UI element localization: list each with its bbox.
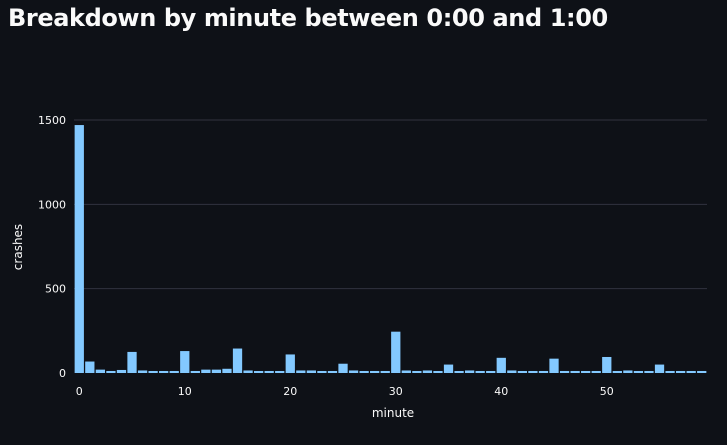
bar[interactable] <box>159 370 169 373</box>
y-tick-label: 0 <box>59 367 66 380</box>
bar[interactable] <box>253 370 264 373</box>
bar[interactable] <box>570 370 580 373</box>
bar[interactable] <box>370 370 380 373</box>
bar[interactable] <box>306 370 317 373</box>
y-gridlines <box>74 119 707 290</box>
bar[interactable] <box>475 370 485 373</box>
bar[interactable] <box>644 370 654 373</box>
bars <box>74 125 707 373</box>
bar[interactable] <box>602 356 612 373</box>
bar[interactable] <box>612 370 622 373</box>
bar[interactable] <box>486 370 496 373</box>
bar[interactable] <box>380 370 390 373</box>
bar[interactable] <box>180 351 190 373</box>
y-axis-ticks: 0 500 1000 1500 <box>38 114 66 380</box>
bar[interactable] <box>538 370 549 373</box>
bar[interactable] <box>697 370 707 373</box>
bar[interactable] <box>412 370 422 373</box>
bar[interactable] <box>507 370 517 373</box>
bar[interactable] <box>633 370 644 373</box>
bar[interactable] <box>190 370 200 373</box>
x-tick-label: 10 <box>178 385 192 398</box>
bar[interactable] <box>675 370 686 373</box>
x-tick-label: 0 <box>76 385 83 398</box>
bar[interactable] <box>549 358 559 373</box>
x-tick-label: 30 <box>389 385 403 398</box>
x-axis-ticks: 0 10 20 30 40 50 <box>76 385 614 398</box>
bar[interactable] <box>327 370 338 373</box>
bar[interactable] <box>517 370 528 373</box>
bar[interactable] <box>137 370 148 373</box>
bar[interactable] <box>359 370 369 373</box>
bar[interactable] <box>243 370 253 373</box>
x-tick-label: 50 <box>600 385 614 398</box>
bar[interactable] <box>422 370 433 373</box>
y-tick-label: 1500 <box>38 114 66 127</box>
bar[interactable] <box>348 370 359 373</box>
x-axis-title: minute <box>372 406 414 420</box>
bar[interactable] <box>232 348 243 373</box>
bar[interactable] <box>222 368 232 373</box>
bar[interactable] <box>285 354 295 373</box>
bar[interactable] <box>443 364 454 373</box>
bar[interactable] <box>201 369 211 373</box>
bar[interactable] <box>264 370 274 373</box>
bar[interactable] <box>127 351 137 373</box>
y-axis-title: crashes <box>11 224 25 270</box>
bar[interactable] <box>654 364 665 373</box>
bar[interactable] <box>95 369 106 373</box>
bar[interactable] <box>148 370 158 373</box>
bar[interactable] <box>211 369 222 373</box>
x-tick-label: 40 <box>494 385 508 398</box>
bar[interactable] <box>686 370 696 373</box>
bar[interactable] <box>391 331 401 373</box>
x-tick-label: 20 <box>283 385 297 398</box>
bar[interactable] <box>106 370 116 373</box>
bar[interactable] <box>623 370 633 373</box>
bar[interactable] <box>275 370 285 373</box>
page-title: Breakdown by minute between 0:00 and 1:0… <box>8 4 608 32</box>
bar[interactable] <box>85 361 95 373</box>
bar[interactable] <box>581 370 591 373</box>
bar[interactable] <box>116 369 127 373</box>
y-tick-label: 1000 <box>38 198 66 211</box>
bar[interactable] <box>433 370 443 373</box>
bar[interactable] <box>559 370 570 373</box>
bar[interactable] <box>317 370 327 373</box>
bar[interactable] <box>496 357 506 373</box>
bar[interactable] <box>665 370 675 373</box>
bar[interactable] <box>528 370 538 373</box>
bar[interactable] <box>296 370 306 373</box>
bar[interactable] <box>591 370 601 373</box>
bar[interactable] <box>454 370 464 373</box>
bar[interactable] <box>169 370 179 373</box>
y-tick-label: 500 <box>45 283 66 296</box>
bar[interactable] <box>464 370 475 373</box>
bar[interactable] <box>401 370 411 373</box>
bar[interactable] <box>74 125 84 373</box>
bar[interactable] <box>338 363 348 373</box>
